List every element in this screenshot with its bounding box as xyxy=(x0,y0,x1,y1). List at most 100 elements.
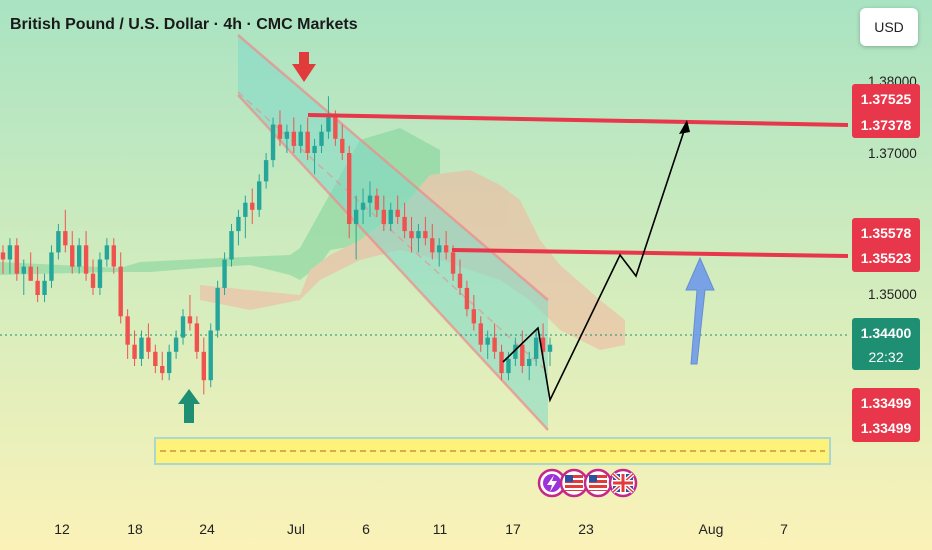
candle-body xyxy=(187,316,193,324)
candle-body xyxy=(367,195,373,203)
candle-body xyxy=(28,266,33,281)
candle-body xyxy=(194,323,200,352)
candle-body xyxy=(146,337,151,352)
candle-body xyxy=(166,351,172,374)
candle-body xyxy=(70,245,75,267)
candle-body xyxy=(56,231,61,253)
x-tick-label: 6 xyxy=(362,521,370,537)
candle-body xyxy=(291,131,297,146)
candle-body xyxy=(298,131,303,146)
flash-event-icon[interactable] xyxy=(537,468,567,498)
us-flag-icon[interactable] xyxy=(559,468,589,498)
resistance-line-lower xyxy=(451,248,849,258)
candle-body xyxy=(319,131,324,146)
candle-body xyxy=(7,245,13,260)
x-tick-label: 12 xyxy=(54,521,70,537)
price-tag-text: 1.37525 xyxy=(861,91,912,107)
candle-body xyxy=(326,117,331,132)
chart-title: British Pound / U.S. Dollar · 4h · CMC M… xyxy=(10,16,358,33)
candle-body xyxy=(430,238,435,253)
price-tag-text: 1.34400 xyxy=(861,325,912,341)
candle-body xyxy=(402,216,407,232)
y-tick-1-37000: 1.37000 xyxy=(868,146,917,161)
cloud-red xyxy=(200,170,625,350)
price-tag-current: 1.34400 22:32 xyxy=(852,318,920,370)
candle-body xyxy=(395,209,400,217)
x-tick-label: Aug xyxy=(699,521,724,537)
candle-body xyxy=(416,231,421,239)
candle-body xyxy=(201,351,206,381)
candle-body xyxy=(437,245,442,253)
projection-path xyxy=(502,120,690,403)
candle-body xyxy=(83,245,89,274)
x-tick-label: 23 xyxy=(578,521,594,537)
candle-body xyxy=(153,351,158,366)
countdown-text: 22:32 xyxy=(868,349,903,365)
candle-body xyxy=(533,337,539,359)
channel-upper-border xyxy=(237,34,549,301)
candle-body xyxy=(243,202,248,217)
candle-body xyxy=(132,344,137,359)
price-tag-support: 1.33499 1.33499 xyxy=(852,388,920,442)
cloud-green xyxy=(0,128,440,280)
price-tag-text: 1.33499 xyxy=(861,395,912,411)
candle-body xyxy=(499,351,504,374)
uk-flag-icon[interactable] xyxy=(608,468,638,498)
x-tick-label: 7 xyxy=(780,521,788,537)
candle-body xyxy=(464,287,470,310)
x-tick-label: 24 xyxy=(199,521,215,537)
candle-body xyxy=(388,209,393,224)
candle-body xyxy=(104,245,110,260)
projection-arrowhead xyxy=(679,120,690,134)
candle-body xyxy=(236,216,241,232)
x-tick-label: 18 xyxy=(127,521,143,537)
candle-body xyxy=(527,358,532,366)
candle-body xyxy=(353,209,359,224)
candle-body xyxy=(125,316,130,345)
price-tag-text: 1.35523 xyxy=(861,250,912,266)
candle-body xyxy=(374,195,380,210)
candle-body xyxy=(471,309,477,324)
candle-body xyxy=(222,259,227,288)
candle-body xyxy=(506,358,511,374)
candle-body xyxy=(423,231,428,239)
candle-body xyxy=(312,145,317,153)
candle-body xyxy=(478,323,483,345)
candle-body xyxy=(111,245,116,267)
candle-body xyxy=(90,273,96,288)
candle-body xyxy=(21,266,26,274)
x-axis: 12 18 24 Jul 6 11 17 23 Aug 7 xyxy=(54,521,788,537)
candle-body xyxy=(409,231,414,239)
candle-body xyxy=(540,337,546,352)
currency-button[interactable]: USD xyxy=(860,8,918,46)
candle-body xyxy=(340,138,345,153)
arrow-up-green xyxy=(178,389,200,423)
x-tick-label: 17 xyxy=(505,521,521,537)
candle-body xyxy=(270,124,276,161)
candle-body xyxy=(263,160,269,182)
candle-body xyxy=(360,202,366,210)
candle-body xyxy=(42,280,47,295)
candle-body xyxy=(14,245,20,274)
candlestick-series xyxy=(0,96,553,395)
us-flag-icon[interactable] xyxy=(583,468,613,498)
candle-body xyxy=(173,337,179,352)
candle-body xyxy=(443,245,449,253)
candle-body xyxy=(520,344,525,366)
candle-body xyxy=(49,252,54,281)
x-tick-label: Jul xyxy=(287,521,305,537)
candle-body xyxy=(63,231,68,246)
price-tag-text: 1.37378 xyxy=(861,117,912,133)
candle-body xyxy=(347,153,352,224)
candle-body xyxy=(208,330,213,381)
candle-body xyxy=(97,259,103,288)
y-tick-1-35000: 1.35000 xyxy=(868,287,917,302)
candle-body xyxy=(118,266,123,317)
candle-body xyxy=(492,337,497,352)
economic-events[interactable] xyxy=(537,468,638,498)
price-tag-text: 1.33499 xyxy=(861,420,912,436)
candle-body xyxy=(0,252,6,260)
candle-body xyxy=(513,344,518,359)
candle-body xyxy=(277,124,283,139)
